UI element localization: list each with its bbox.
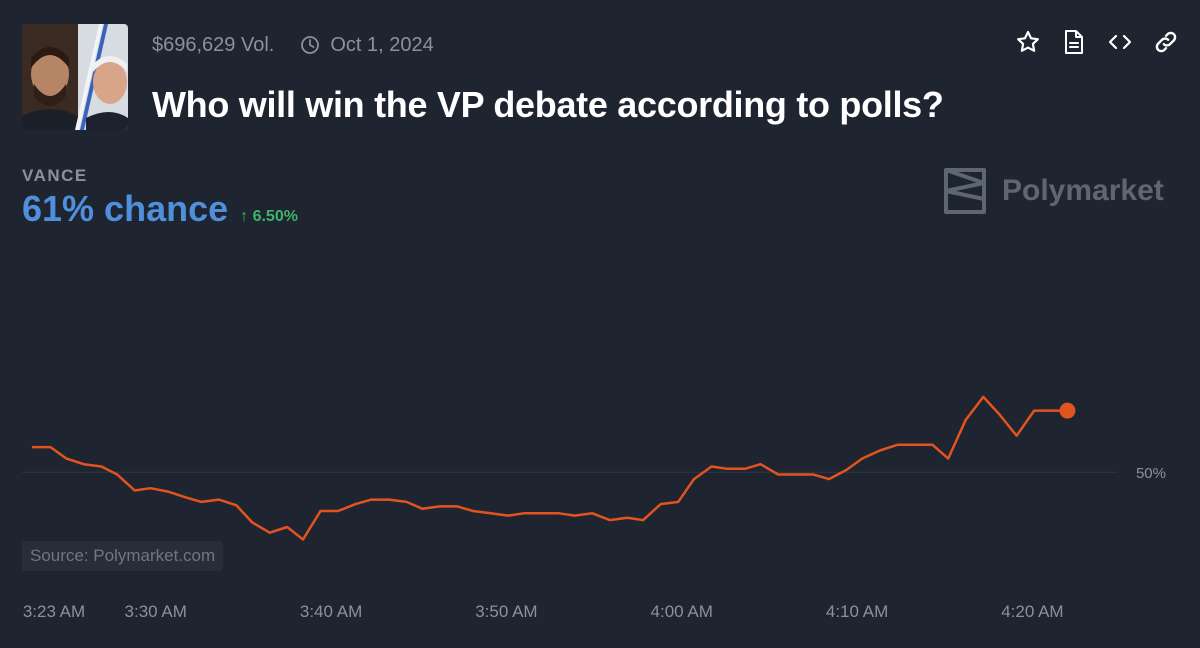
market-thumbnail xyxy=(22,24,128,130)
series-line-vance xyxy=(31,395,1069,541)
market-date: Oct 1, 2024 xyxy=(300,33,434,57)
y-tick-label: 50% xyxy=(1136,465,1166,482)
x-tick-label: 3:40 AM xyxy=(300,602,362,621)
x-tick-label: 3:30 AM xyxy=(125,602,187,621)
date-text: Oct 1, 2024 xyxy=(330,33,434,56)
outcome-label: VANCE xyxy=(22,166,88,185)
favorite-button[interactable] xyxy=(1014,28,1042,56)
last-point-marker xyxy=(1059,402,1076,419)
polymarket-logo-icon xyxy=(944,168,986,214)
x-tick-label: 3:23 AM xyxy=(23,602,85,621)
candidates-image xyxy=(22,24,128,130)
embed-button[interactable] xyxy=(1106,28,1134,56)
brand-name: Polymarket xyxy=(1002,174,1164,207)
change-badge: ↑ 6.50% xyxy=(240,208,298,225)
chance-value: 61% chance xyxy=(22,188,229,229)
clock-icon xyxy=(301,36,320,54)
market-meta: $696,629 Vol. Oct 1, 2024 xyxy=(152,33,434,57)
source-label: Source: Polymarket.com xyxy=(22,541,224,571)
action-toolbar xyxy=(1014,28,1180,56)
code-icon xyxy=(1108,34,1132,50)
copy-link-button[interactable] xyxy=(1152,28,1180,56)
market-title: Who will win the VP debate according to … xyxy=(152,84,944,125)
volume-text: $696,629 Vol. xyxy=(152,33,275,56)
x-tick-label: 4:00 AM xyxy=(651,602,713,621)
document-icon xyxy=(1065,30,1083,54)
outcome-chance-row: 61% chance ↑ 6.50% xyxy=(22,188,298,230)
star-icon xyxy=(1017,30,1039,52)
brand-watermark: Polymarket xyxy=(942,166,1164,216)
x-tick-label: 4:20 AM xyxy=(1001,602,1063,621)
document-button[interactable] xyxy=(1060,28,1088,56)
x-tick-label: 3:50 AM xyxy=(475,602,537,621)
x-tick-label: 4:10 AM xyxy=(826,602,888,621)
link-icon xyxy=(1155,31,1177,53)
